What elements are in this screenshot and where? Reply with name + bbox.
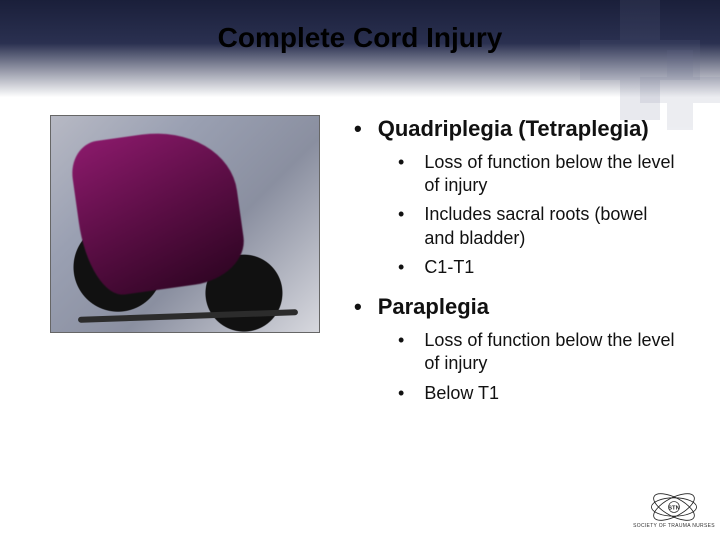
sub-bullet-text: Loss of function below the level of inju… bbox=[424, 329, 680, 376]
bullet-paraplegia: • Paraplegia • Loss of function below th… bbox=[354, 293, 680, 405]
sub-bullet-text: Below T1 bbox=[424, 382, 499, 405]
sub-bullet: • Loss of function below the level of in… bbox=[398, 151, 680, 198]
bullet-dot-icon: • bbox=[398, 151, 404, 174]
top-bullet-list: • Quadriplegia (Tetraplegia) • Loss of f… bbox=[348, 115, 680, 405]
stn-logo-icon: STN bbox=[649, 492, 699, 522]
wheelchair-photo bbox=[50, 115, 320, 333]
sub-bullet: • C1-T1 bbox=[398, 256, 680, 279]
bullet-heading: • Quadriplegia (Tetraplegia) bbox=[354, 115, 680, 143]
sub-bullet-text: Includes sacral roots (bowel and bladder… bbox=[424, 203, 680, 250]
sub-bullet-list: • Loss of function below the level of in… bbox=[398, 151, 680, 280]
sub-bullet: • Loss of function below the level of in… bbox=[398, 329, 680, 376]
stn-logo: STN SOCIETY OF TRAUMA NURSES bbox=[642, 490, 706, 530]
bullet-heading-text: Quadriplegia (Tetraplegia) bbox=[378, 115, 649, 143]
sub-bullet: • Includes sacral roots (bowel and bladd… bbox=[398, 203, 680, 250]
text-column: • Quadriplegia (Tetraplegia) • Loss of f… bbox=[348, 115, 680, 419]
sub-bullet: • Below T1 bbox=[398, 382, 680, 405]
sub-bullet-text: C1-T1 bbox=[424, 256, 474, 279]
stn-logo-subtitle: SOCIETY OF TRAUMA NURSES bbox=[633, 523, 715, 529]
bullet-dot-icon: • bbox=[398, 382, 404, 405]
bullet-heading-text: Paraplegia bbox=[378, 293, 489, 321]
svg-text:STN: STN bbox=[668, 505, 680, 511]
image-column bbox=[50, 115, 320, 419]
bullet-dot-icon: • bbox=[354, 293, 362, 321]
bullet-dot-icon: • bbox=[398, 256, 404, 279]
bullet-dot-icon: • bbox=[398, 203, 404, 226]
slide-title: Complete Cord Injury bbox=[0, 22, 720, 54]
bullet-dot-icon: • bbox=[354, 115, 362, 143]
sub-bullet-list: • Loss of function below the level of in… bbox=[398, 329, 680, 405]
bullet-quadriplegia: • Quadriplegia (Tetraplegia) • Loss of f… bbox=[354, 115, 680, 279]
bullet-heading: • Paraplegia bbox=[354, 293, 680, 321]
sub-bullet-text: Loss of function below the level of inju… bbox=[424, 151, 680, 198]
content-area: • Quadriplegia (Tetraplegia) • Loss of f… bbox=[50, 115, 680, 419]
bullet-dot-icon: • bbox=[398, 329, 404, 352]
